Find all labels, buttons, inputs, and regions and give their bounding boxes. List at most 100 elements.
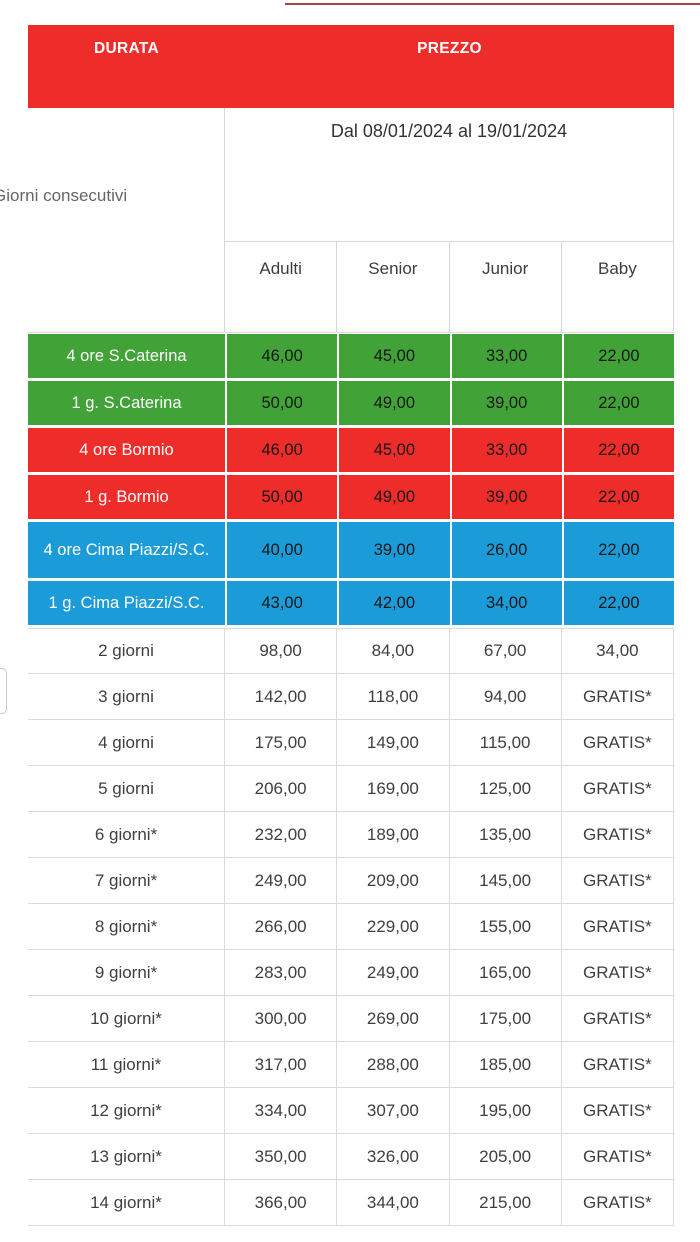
price-cell: 249,00 [337,950,450,995]
price-cell: 34,00 [562,629,674,673]
prezzo-header: PREZZO [417,40,482,57]
row-label: 7 giorni* [28,858,225,903]
price-cell: GRATIS* [562,1088,674,1133]
price-cell: 98,00 [225,629,338,673]
price-cell: GRATIS* [562,858,674,903]
price-cell: 175,00 [225,720,338,765]
price-cell: GRATIS* [562,674,674,719]
price-cell: 33,00 [449,334,562,378]
price-cell: 39,00 [337,522,450,578]
price-cell: 195,00 [450,1088,562,1133]
price-cell: 326,00 [337,1134,450,1179]
price-cell: GRATIS* [562,812,674,857]
row-label: 3 giorni [28,674,225,719]
price-cell: 84,00 [337,629,450,673]
price-cell: 155,00 [450,904,562,949]
price-cell: 209,00 [337,858,450,903]
table-row: 13 giorni* 350,00 326,00 205,00 GRATIS* [28,1134,674,1180]
row-label: 14 giorni* [28,1180,225,1225]
row-label: 1 g. Cima Piazzi/S.C. [28,581,225,625]
price-cell: 22,00 [561,381,674,425]
price-cell: 45,00 [337,428,450,472]
price-cell: 40,00 [225,522,338,578]
column-header-senior: Senior [337,242,450,332]
clipped-edge-widget [0,668,7,714]
row-label: 4 ore S.Caterina [28,334,225,378]
row-label: 4 giorni [28,720,225,765]
row-label: 9 giorni* [28,950,225,995]
table-row: 12 giorni* 334,00 307,00 195,00 GRATIS* [28,1088,674,1134]
column-header-baby: Baby [562,242,674,332]
price-rows: 4 ore S.Caterina 46,00 45,00 33,00 22,00… [28,334,674,1226]
price-cell: 34,00 [449,581,562,625]
price-cell: 317,00 [225,1042,338,1087]
price-cell: 39,00 [449,475,562,519]
row-label: 4 ore Cima Piazzi/S.C. [28,522,225,578]
price-cell: GRATIS* [562,766,674,811]
giorni-consecutivi-label: Giorni consecutivi [0,186,128,205]
price-cell: 350,00 [225,1134,338,1179]
price-cell: 206,00 [225,766,338,811]
row-label: 11 giorni* [28,1042,225,1087]
price-cell: 142,00 [225,674,338,719]
price-cell: 344,00 [337,1180,450,1225]
price-cell: 22,00 [561,522,674,578]
table-row: 7 giorni* 249,00 209,00 145,00 GRATIS* [28,858,674,904]
price-cell: 175,00 [450,996,562,1041]
row-label: 5 giorni [28,766,225,811]
price-cell: 125,00 [450,766,562,811]
price-cell: 43,00 [225,581,338,625]
price-cell: 249,00 [225,858,338,903]
row-label: 13 giorni* [28,1134,225,1179]
price-cell: 205,00 [450,1134,562,1179]
table-row: 1 g. Bormio 50,00 49,00 39,00 22,00 [28,475,674,519]
row-label: 4 ore Bormio [28,428,225,472]
price-cell: 33,00 [449,428,562,472]
price-cell: 67,00 [450,629,562,673]
price-cell: 42,00 [337,581,450,625]
table-row: 1 g. Cima Piazzi/S.C. 43,00 42,00 34,00 … [28,581,674,625]
row-label: 1 g. S.Caterina [28,381,225,425]
price-cell: 215,00 [450,1180,562,1225]
price-cell: 307,00 [337,1088,450,1133]
price-cell: 39,00 [449,381,562,425]
price-cell: 334,00 [225,1088,338,1133]
price-cell: 22,00 [561,475,674,519]
table-row: 6 giorni* 232,00 189,00 135,00 GRATIS* [28,812,674,858]
row-label: 10 giorni* [28,996,225,1041]
price-cell: 135,00 [450,812,562,857]
price-cell: 189,00 [337,812,450,857]
price-cell: GRATIS* [562,1134,674,1179]
price-cell: GRATIS* [562,904,674,949]
price-cell: 22,00 [561,334,674,378]
price-cell: 22,00 [561,581,674,625]
durata-header: DURATA [94,40,159,57]
price-cell: 185,00 [450,1042,562,1087]
price-cell: 115,00 [450,720,562,765]
table-row: 1 g. S.Caterina 50,00 49,00 39,00 22,00 [28,381,674,425]
row-label: 1 g. Bormio [28,475,225,519]
table-row: 10 giorni* 300,00 269,00 175,00 GRATIS* [28,996,674,1042]
price-cell: 165,00 [450,950,562,995]
price-cell: 49,00 [337,475,450,519]
table-row: 11 giorni* 317,00 288,00 185,00 GRATIS* [28,1042,674,1088]
table-header-band: DURATA PREZZO [28,25,674,108]
price-cell: 46,00 [225,334,338,378]
price-cell: 300,00 [225,996,338,1041]
price-cell: 283,00 [225,950,338,995]
price-cell: GRATIS* [562,720,674,765]
price-cell: 266,00 [225,904,338,949]
price-cell: 94,00 [450,674,562,719]
table-row: 8 giorni* 266,00 229,00 155,00 GRATIS* [28,904,674,950]
table-row: 4 ore Bormio 46,00 45,00 33,00 22,00 [28,428,674,472]
price-cell: 26,00 [449,522,562,578]
price-cell: 145,00 [450,858,562,903]
table-row: 14 giorni* 366,00 344,00 215,00 GRATIS* [28,1180,674,1226]
price-cell: 49,00 [337,381,450,425]
price-cell: 118,00 [337,674,450,719]
price-cell: 149,00 [337,720,450,765]
price-cell: 229,00 [337,904,450,949]
price-cell: GRATIS* [562,1042,674,1087]
table-row: 5 giorni 206,00 169,00 125,00 GRATIS* [28,766,674,812]
subheader-grid: Dal 08/01/2024 al 19/01/2024 Adulti Seni… [28,108,674,333]
